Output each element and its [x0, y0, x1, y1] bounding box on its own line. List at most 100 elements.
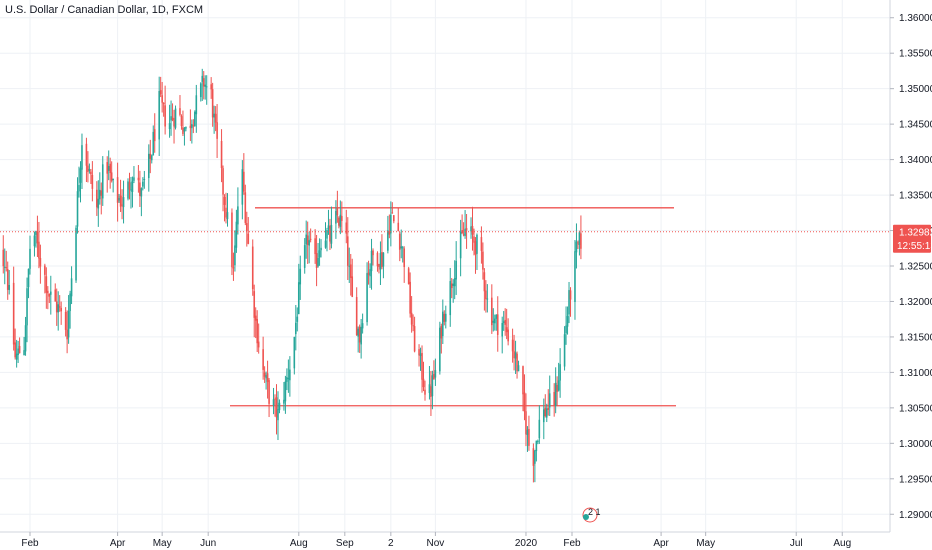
candle[interactable]	[544, 394, 547, 418]
candle[interactable]	[465, 213, 468, 249]
candle[interactable]	[33, 231, 36, 257]
candle[interactable]	[532, 443, 535, 483]
candle[interactable]	[150, 154, 153, 164]
candle[interactable]	[87, 151, 89, 183]
candle[interactable]	[514, 340, 517, 374]
candle[interactable]	[563, 326, 566, 371]
candle[interactable]	[57, 291, 60, 331]
candle[interactable]	[192, 119, 195, 134]
candle[interactable]	[401, 245, 404, 263]
candle[interactable]	[505, 308, 508, 340]
candle[interactable]	[378, 263, 380, 274]
candle[interactable]	[91, 161, 94, 202]
candle[interactable]	[410, 296, 413, 333]
candle[interactable]	[424, 380, 426, 401]
candle[interactable]	[390, 201, 392, 247]
candle[interactable]	[48, 293, 51, 304]
candle[interactable]	[326, 227, 328, 252]
candle[interactable]	[491, 284, 493, 334]
candle[interactable]	[287, 359, 290, 393]
candle[interactable]	[409, 272, 411, 318]
candle[interactable]	[162, 102, 165, 117]
candle[interactable]	[17, 340, 19, 363]
candle[interactable]	[24, 316, 27, 356]
events-badge[interactable]: 2 1	[582, 507, 601, 523]
candle[interactable]	[387, 215, 389, 254]
candle[interactable]	[180, 114, 183, 130]
candle[interactable]	[565, 306, 567, 345]
candle[interactable]	[317, 243, 319, 268]
candle[interactable]	[107, 150, 110, 181]
candle[interactable]	[471, 206, 474, 251]
candle[interactable]	[305, 220, 307, 259]
candle[interactable]	[443, 310, 446, 326]
candle[interactable]	[81, 133, 83, 189]
candle[interactable]	[235, 209, 238, 253]
candle[interactable]	[547, 389, 550, 416]
candle[interactable]	[247, 217, 250, 245]
candle[interactable]	[29, 235, 31, 275]
candle[interactable]	[47, 286, 49, 310]
candle[interactable]	[237, 187, 239, 235]
candle[interactable]	[149, 139, 152, 174]
horizontal-levels[interactable]	[230, 207, 676, 407]
candle[interactable]	[131, 176, 134, 208]
candle[interactable]	[101, 156, 104, 206]
candle[interactable]	[8, 270, 11, 295]
candle[interactable]	[127, 178, 129, 201]
candle[interactable]	[147, 144, 150, 192]
candle[interactable]	[268, 378, 270, 418]
candle[interactable]	[358, 324, 361, 353]
candle[interactable]	[194, 110, 196, 127]
candle[interactable]	[128, 172, 131, 200]
candle[interactable]	[137, 165, 140, 193]
candle[interactable]	[439, 321, 441, 375]
candle[interactable]	[214, 106, 217, 132]
candle[interactable]	[459, 219, 462, 277]
candle[interactable]	[153, 113, 156, 153]
candle[interactable]	[18, 337, 21, 354]
candle[interactable]	[116, 162, 119, 222]
candle[interactable]	[199, 82, 202, 102]
candle[interactable]	[109, 157, 111, 189]
candle[interactable]	[511, 328, 514, 363]
candle[interactable]	[517, 360, 520, 372]
candle[interactable]	[12, 266, 15, 351]
candle[interactable]	[339, 200, 342, 235]
candle[interactable]	[504, 308, 506, 336]
candle[interactable]	[5, 250, 8, 272]
candle[interactable]	[393, 214, 395, 224]
candle[interactable]	[569, 287, 572, 317]
candle[interactable]	[462, 222, 465, 237]
candle[interactable]	[90, 169, 92, 184]
candle[interactable]	[251, 239, 254, 296]
candle[interactable]	[152, 125, 155, 156]
candle[interactable]	[118, 193, 120, 203]
candle[interactable]	[341, 201, 343, 233]
candle[interactable]	[369, 263, 371, 288]
candle[interactable]	[164, 85, 166, 135]
candle[interactable]	[345, 209, 348, 244]
candle[interactable]	[578, 230, 581, 256]
candle[interactable]	[191, 119, 193, 144]
candle[interactable]	[483, 268, 486, 311]
candle[interactable]	[277, 391, 279, 441]
candle[interactable]	[75, 225, 77, 283]
candle[interactable]	[370, 238, 373, 290]
candle[interactable]	[225, 192, 227, 224]
candle[interactable]	[106, 156, 109, 193]
candle[interactable]	[324, 222, 327, 249]
candle[interactable]	[421, 345, 423, 393]
candle[interactable]	[286, 368, 288, 391]
candle[interactable]	[470, 217, 472, 239]
candle[interactable]	[580, 215, 582, 260]
candle[interactable]	[139, 170, 141, 207]
candle[interactable]	[525, 393, 527, 447]
candle[interactable]	[274, 394, 276, 417]
candle[interactable]	[335, 200, 337, 239]
candle[interactable]	[336, 190, 339, 223]
candle[interactable]	[110, 161, 113, 183]
candle[interactable]	[64, 307, 67, 337]
candle[interactable]	[501, 316, 504, 354]
